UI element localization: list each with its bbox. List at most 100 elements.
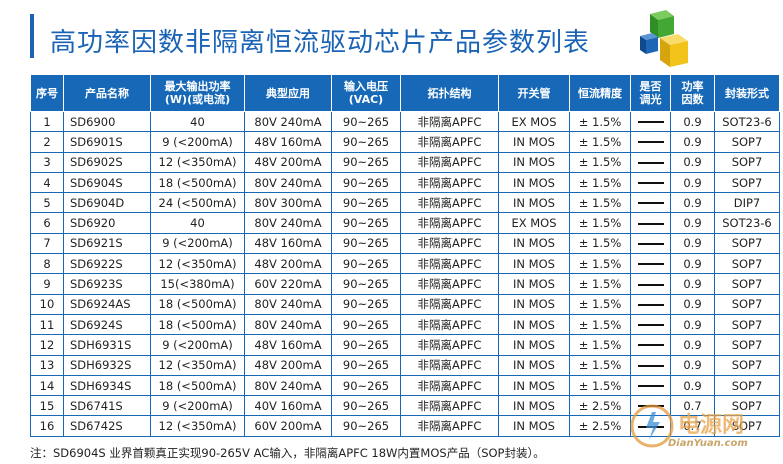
dash-icon xyxy=(637,385,664,387)
cell-switch: IN MOS xyxy=(498,354,570,376)
page-title: 高功率因数非隔离恒流驱动芯片产品参数列表 xyxy=(50,28,591,58)
cell-typical-application: 80V 240mA xyxy=(244,293,332,315)
cell-switch: EX MOS xyxy=(498,212,570,234)
cell-cc-accuracy: ± 1.5% xyxy=(569,273,631,295)
cell-product-name: SD6922S xyxy=(63,253,151,275)
dianyuan-watermark-logo: 电源网 xyxy=(630,404,744,448)
cell-switch: IN MOS xyxy=(498,395,570,417)
cell-max-power: 24 (<500mA) xyxy=(150,192,245,214)
cell-input-voltage: 90~265 xyxy=(331,192,401,214)
dash-icon xyxy=(637,222,664,225)
cell-product-name: SD6741S xyxy=(63,395,151,417)
cell-input-voltage: 90~265 xyxy=(331,131,401,153)
cell-topology: 非隔离APFC xyxy=(400,131,499,153)
cell-typical-application: 48V 200mA xyxy=(244,354,332,376)
cell-power-factor: 0.9 xyxy=(670,313,715,336)
cell-switch: IN MOS xyxy=(498,273,570,295)
watermark-site: 电源网 xyxy=(678,413,744,438)
table-row: 10 SD6924AS 18 (<500mA) 80V 240mA 90~265 非隔离A… xyxy=(30,293,780,315)
dash-icon xyxy=(637,263,664,266)
cell-index: 7 xyxy=(30,232,64,255)
dash-icon xyxy=(637,364,664,367)
table-row: 7 SD6921S 9 (<200mA) 48V 160mA 90~265 非隔离APFC… xyxy=(30,232,780,255)
cell-cc-accuracy: ± 1.5% xyxy=(569,374,631,397)
cell-dimmable xyxy=(630,131,671,153)
cell-product-name: SD6924AS xyxy=(63,293,151,315)
cell-typical-application: 48V 200mA xyxy=(244,151,332,173)
header-index: 序号 xyxy=(30,74,64,112)
header-package: 封装形式 xyxy=(714,74,780,112)
cell-topology: 非隔离APFC xyxy=(400,415,499,437)
cell-package: SOP7 xyxy=(714,415,780,437)
header-typical-application: 典型应用 xyxy=(244,74,332,112)
cell-input-voltage: 90~265 xyxy=(331,354,401,376)
cell-input-voltage: 90~265 xyxy=(331,273,401,295)
table-row: 9 SD6923S 15(<380mA) 60V 220mA 90~265 非隔离APFC… xyxy=(30,273,780,295)
cell-index: 1 xyxy=(30,110,64,133)
cell-cc-accuracy: ± 1.5% xyxy=(569,151,631,173)
cell-product-name: SD6900 xyxy=(63,110,151,133)
cell-product-name: SDH6931S xyxy=(63,334,151,356)
cell-power-factor: 0.9 xyxy=(670,334,715,356)
table-header-row: 序号 产品名称 最大输出功率 (W)(或电流) 典型应用 输入电压 (VAC) 拓扑结构 开关管… xyxy=(30,74,780,112)
cell-typical-application: 80V 240mA xyxy=(244,110,332,133)
cell-max-power: 9 (<200mA) xyxy=(150,232,245,255)
cell-input-voltage: 90~265 xyxy=(331,395,401,417)
cell-product-name: SD6742S xyxy=(63,415,151,437)
table-row: 3 SD6902S 12 (<350mA) 48V 200mA 90~265 非隔离APF… xyxy=(30,151,780,173)
dash-icon xyxy=(637,242,664,245)
cell-power-factor: 0.9 xyxy=(670,212,715,234)
cell-dimmable xyxy=(630,192,671,214)
cell-dimmable xyxy=(630,171,671,194)
cell-max-power: 9 (<200mA) xyxy=(150,334,245,356)
cell-dimmable xyxy=(630,313,671,336)
header-input-voltage: 输入电压 (VAC) xyxy=(331,74,401,112)
cell-typical-application: 48V 200mA xyxy=(244,253,332,275)
cell-cc-accuracy: ± 1.5% xyxy=(569,354,631,376)
cell-max-power: 18 (<500mA) xyxy=(150,374,245,397)
cell-switch: IN MOS xyxy=(498,131,570,153)
cell-input-voltage: 90~265 xyxy=(331,151,401,173)
cell-topology: 非隔离APFC xyxy=(400,110,499,133)
cell-max-power: 12 (<350mA) xyxy=(150,151,245,173)
cell-dimmable xyxy=(630,212,671,234)
cell-index: 2 xyxy=(30,131,64,153)
cell-cc-accuracy: ± 1.5% xyxy=(569,232,631,255)
cell-switch: IN MOS xyxy=(498,151,570,173)
dash-icon xyxy=(637,141,664,144)
cell-dimmable xyxy=(630,151,671,173)
cell-package: SOT23-6 xyxy=(714,212,780,234)
cell-max-power: 18 (<500mA) xyxy=(150,313,245,336)
cell-typical-application: 60V 220mA xyxy=(244,273,332,295)
header-switch: 开关管 xyxy=(498,74,570,112)
cell-package: SOT23-6 xyxy=(714,110,780,133)
cell-dimmable xyxy=(630,253,671,275)
cell-topology: 非隔离APFC xyxy=(400,273,499,295)
cell-index: 14 xyxy=(30,374,64,397)
cell-input-voltage: 90~265 xyxy=(331,110,401,133)
cell-max-power: 15(<380mA) xyxy=(150,273,245,295)
cell-topology: 非隔离APFC xyxy=(400,374,499,397)
watermark-url: DianYuan.com xyxy=(668,438,748,449)
cell-max-power: 40 xyxy=(150,110,245,133)
table-row: 11 SD6924S 18 (<500mA) 80V 240mA 90~265 非隔离AP… xyxy=(30,313,780,336)
cell-index: 12 xyxy=(30,334,64,356)
cell-package: SOP7 xyxy=(714,171,780,194)
table-row: 14 SDH6934S 18 (<500mA) 80V 240mA 90~265 非隔离A… xyxy=(30,374,780,397)
cell-dimmable xyxy=(630,232,671,255)
header-topology: 拓扑结构 xyxy=(400,74,499,112)
cell-power-factor: 0.9 xyxy=(670,293,715,315)
table-body: 1 SD6900 40 80V 240mA 90~265 非隔离APFC EX MOS ± 1… xyxy=(30,110,780,437)
cell-typical-application: 48V 160mA xyxy=(244,232,332,255)
cell-input-voltage: 90~265 xyxy=(331,334,401,356)
cell-cc-accuracy: ± 1.5% xyxy=(569,253,631,275)
cell-package: SOP7 xyxy=(714,232,780,255)
cell-index: 8 xyxy=(30,253,64,275)
cell-max-power: 18 (<500mA) xyxy=(150,171,245,194)
cell-max-power: 40 xyxy=(150,212,245,234)
cell-index: 16 xyxy=(30,415,64,437)
cell-switch: IN MOS xyxy=(498,313,570,336)
dash-icon xyxy=(637,202,664,205)
product-parameter-table: 序号 产品名称 最大输出功率 (W)(或电流) 典型应用 输入电压 (VAC) 拓扑结构 开关管… xyxy=(30,74,780,437)
cell-input-voltage: 90~265 xyxy=(331,171,401,194)
